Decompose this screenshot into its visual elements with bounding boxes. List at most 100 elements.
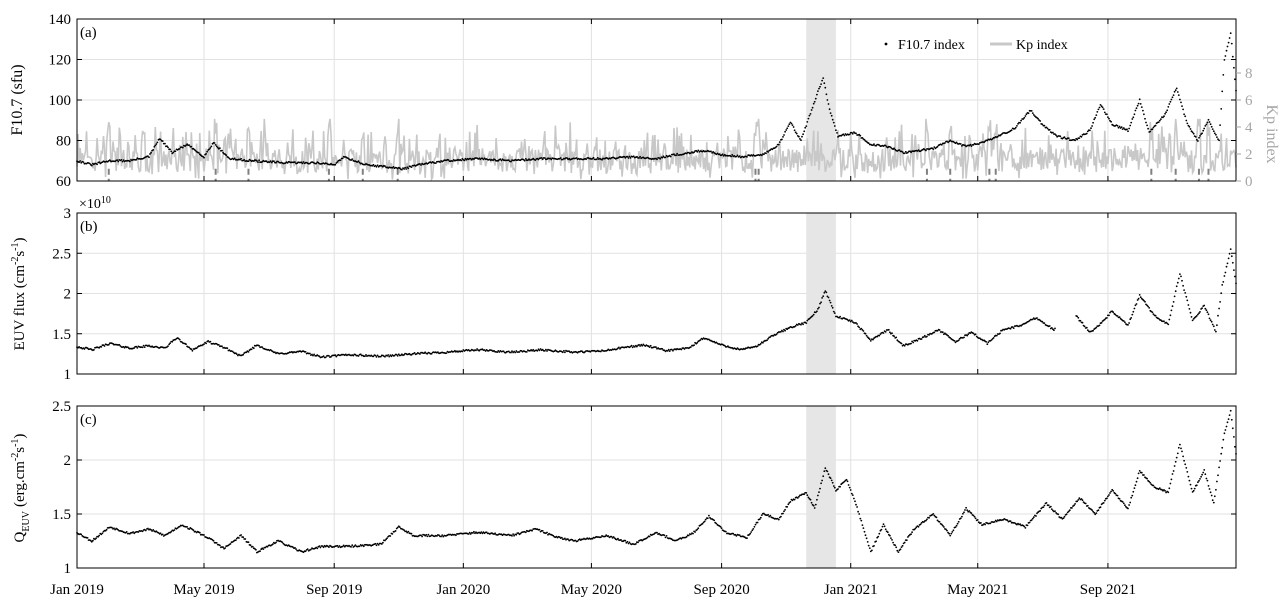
f107-dots bbox=[76, 32, 1237, 171]
data-point bbox=[901, 151, 904, 153]
data-point bbox=[1231, 427, 1234, 430]
data-point bbox=[827, 103, 830, 105]
data-point bbox=[512, 533, 514, 535]
data-point bbox=[633, 346, 636, 348]
data-point bbox=[1098, 106, 1101, 109]
data-point bbox=[1186, 299, 1189, 302]
data-point bbox=[159, 138, 162, 141]
data-point bbox=[817, 494, 819, 497]
q-ylabel-s: s bbox=[12, 447, 28, 453]
data-point bbox=[1163, 115, 1165, 118]
data-point bbox=[1053, 329, 1055, 332]
data-point bbox=[1166, 109, 1169, 112]
data-point bbox=[576, 540, 579, 542]
data-point bbox=[322, 355, 325, 357]
data-point bbox=[543, 157, 546, 159]
data-point bbox=[849, 320, 852, 323]
data-point bbox=[788, 123, 791, 126]
data-point bbox=[1180, 275, 1182, 278]
data-point bbox=[860, 519, 863, 522]
data-point bbox=[1024, 527, 1027, 529]
data-point bbox=[1170, 309, 1173, 312]
data-point bbox=[525, 351, 528, 353]
data-point bbox=[824, 290, 827, 293]
data-point bbox=[692, 532, 694, 535]
data-point bbox=[353, 545, 356, 548]
data-point bbox=[946, 529, 948, 532]
data-point bbox=[1032, 516, 1035, 519]
data-point bbox=[1227, 418, 1230, 420]
panel-label-b: (b) bbox=[80, 219, 98, 235]
data-point bbox=[690, 533, 692, 536]
data-point bbox=[302, 161, 305, 163]
data-point bbox=[676, 152, 678, 155]
data-point bbox=[80, 533, 83, 536]
data-point bbox=[796, 497, 799, 499]
data-point bbox=[1172, 301, 1175, 303]
data-point bbox=[192, 529, 195, 532]
data-point bbox=[1227, 41, 1230, 44]
data-point bbox=[1026, 524, 1029, 527]
data-point bbox=[794, 325, 797, 327]
data-point bbox=[896, 549, 899, 552]
data-point bbox=[952, 529, 955, 532]
data-point bbox=[190, 348, 193, 351]
data-point bbox=[1233, 269, 1235, 271]
data-point bbox=[880, 528, 883, 531]
data-point bbox=[424, 351, 427, 354]
data-point bbox=[372, 163, 375, 166]
data-point bbox=[292, 546, 294, 548]
data-point bbox=[188, 144, 191, 147]
q-ylabel-units: (erg.cm bbox=[12, 461, 28, 507]
data-point bbox=[425, 533, 428, 536]
data-point bbox=[808, 317, 811, 320]
data-point bbox=[1027, 112, 1030, 115]
data-point bbox=[638, 157, 640, 159]
data-point bbox=[1193, 487, 1196, 490]
data-point bbox=[1167, 106, 1170, 108]
data-point bbox=[393, 354, 396, 357]
data-point bbox=[1073, 504, 1075, 507]
data-point bbox=[1225, 425, 1228, 428]
data-point bbox=[1095, 512, 1098, 514]
data-point bbox=[766, 339, 768, 341]
data-point bbox=[510, 160, 512, 163]
data-point bbox=[826, 295, 829, 298]
data-point bbox=[802, 323, 804, 326]
data-point bbox=[670, 348, 673, 351]
data-point bbox=[1137, 297, 1140, 300]
data-point bbox=[756, 345, 759, 347]
data-point bbox=[1208, 317, 1211, 320]
data-point bbox=[1091, 509, 1093, 511]
data-point bbox=[1138, 98, 1141, 101]
data-point bbox=[256, 160, 258, 162]
panel-a: 60 80 100 120 140 0 2 4 6 8 (a) F10.7 (sfu) Kp i… bbox=[9, 12, 1280, 190]
data-point bbox=[958, 337, 961, 340]
data-point bbox=[785, 129, 788, 131]
data-point bbox=[434, 162, 437, 165]
data-point bbox=[1171, 473, 1174, 475]
data-point bbox=[170, 150, 173, 153]
data-point bbox=[513, 534, 515, 537]
data-point bbox=[190, 145, 193, 148]
data-point bbox=[114, 528, 116, 531]
data-point bbox=[1177, 94, 1180, 96]
data-point bbox=[987, 341, 990, 344]
data-point bbox=[169, 148, 172, 151]
data-point bbox=[1035, 515, 1037, 517]
data-point bbox=[855, 132, 857, 135]
data-point bbox=[1151, 311, 1154, 314]
data-point bbox=[388, 355, 391, 358]
data-point bbox=[875, 540, 877, 543]
data-point bbox=[693, 344, 695, 346]
data-point bbox=[1039, 510, 1042, 512]
data-point bbox=[523, 159, 526, 162]
data-point bbox=[1207, 485, 1210, 487]
data-point bbox=[1228, 252, 1231, 255]
data-point bbox=[1213, 132, 1216, 135]
data-point bbox=[802, 133, 804, 136]
data-point bbox=[1198, 136, 1200, 139]
data-point bbox=[1128, 127, 1130, 130]
data-point bbox=[775, 333, 778, 336]
data-point bbox=[324, 356, 327, 359]
